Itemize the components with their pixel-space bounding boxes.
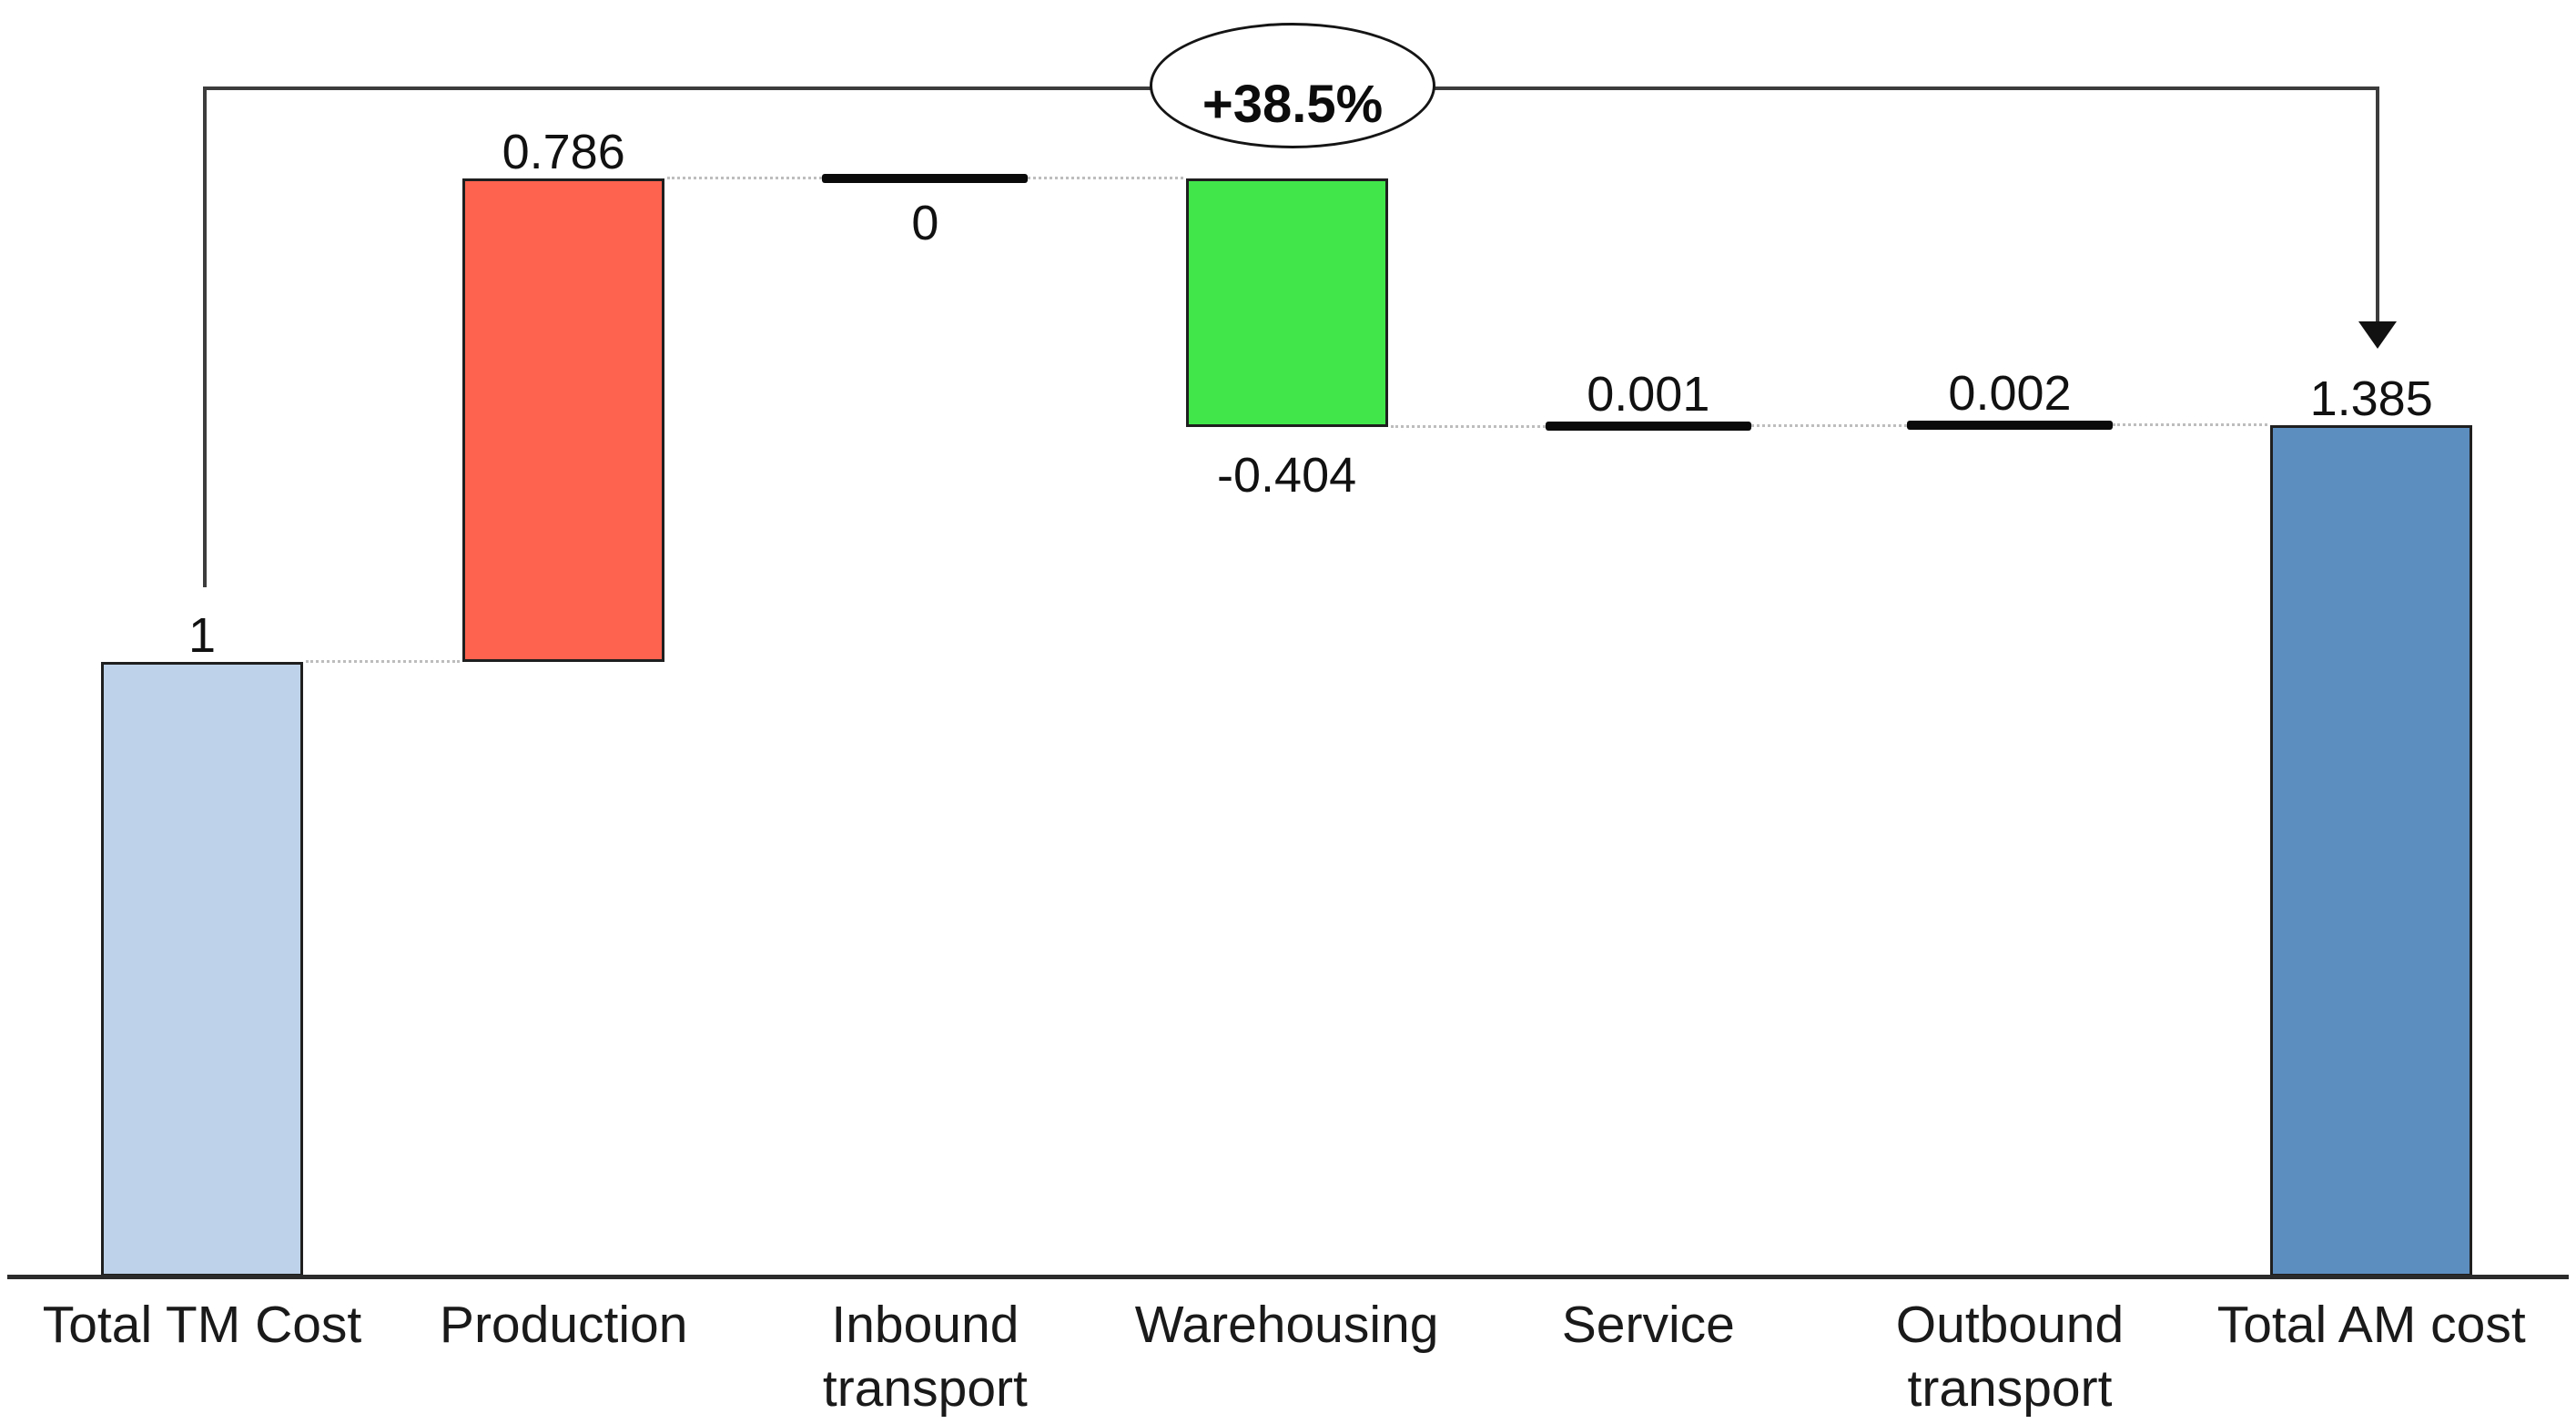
axis-label-service: Service	[1561, 1296, 1735, 1354]
value-label-service: 0.001	[1587, 367, 1710, 422]
value-label-inbound-transport: 0	[911, 196, 939, 250]
line-inbound-transport	[822, 174, 1029, 183]
axis-label-total-am-cost: Total AM cost	[2216, 1296, 2526, 1354]
bar-total-am-cost	[2270, 425, 2473, 1277]
line-outbound-transport	[1907, 421, 2113, 430]
dotted-connector	[1390, 425, 1546, 428]
axis-label-outbound-transport: Outbound transport	[1895, 1296, 2125, 1418]
dotted-connector	[2113, 423, 2268, 426]
dotted-connector	[1750, 424, 1907, 427]
bar-production	[462, 178, 665, 662]
x-axis-line	[7, 1275, 2569, 1279]
bracket-right-vertical-line	[2376, 88, 2379, 323]
value-label-production: 0.786	[502, 125, 625, 179]
value-label-outbound-transport: 0.002	[1948, 366, 2072, 421]
dotted-connector	[667, 177, 823, 179]
axis-label-warehousing: Warehousing	[1134, 1296, 1439, 1354]
axis-label-inbound-transport: Inbound transport	[822, 1296, 1028, 1418]
axis-label-production: Production	[439, 1296, 688, 1354]
dotted-connector	[1028, 177, 1183, 179]
axis-label-total-tm-cost: Total TM Cost	[42, 1296, 362, 1354]
bracket-left-vertical-line	[203, 88, 207, 587]
dotted-connector	[306, 660, 461, 663]
arrow-down-icon	[2358, 321, 2397, 349]
value-label-warehousing: -0.404	[1217, 448, 1357, 503]
bar-total-tm-cost	[101, 662, 303, 1277]
value-label-total-tm-cost: 1	[188, 608, 217, 663]
percent-change-badge: +38.5%	[1150, 23, 1435, 148]
value-label-total-am-cost: 1.385	[2309, 371, 2433, 426]
line-service	[1545, 422, 1751, 431]
bar-warehousing	[1185, 178, 1388, 427]
percent-change-label: +38.5%	[1202, 74, 1384, 134]
